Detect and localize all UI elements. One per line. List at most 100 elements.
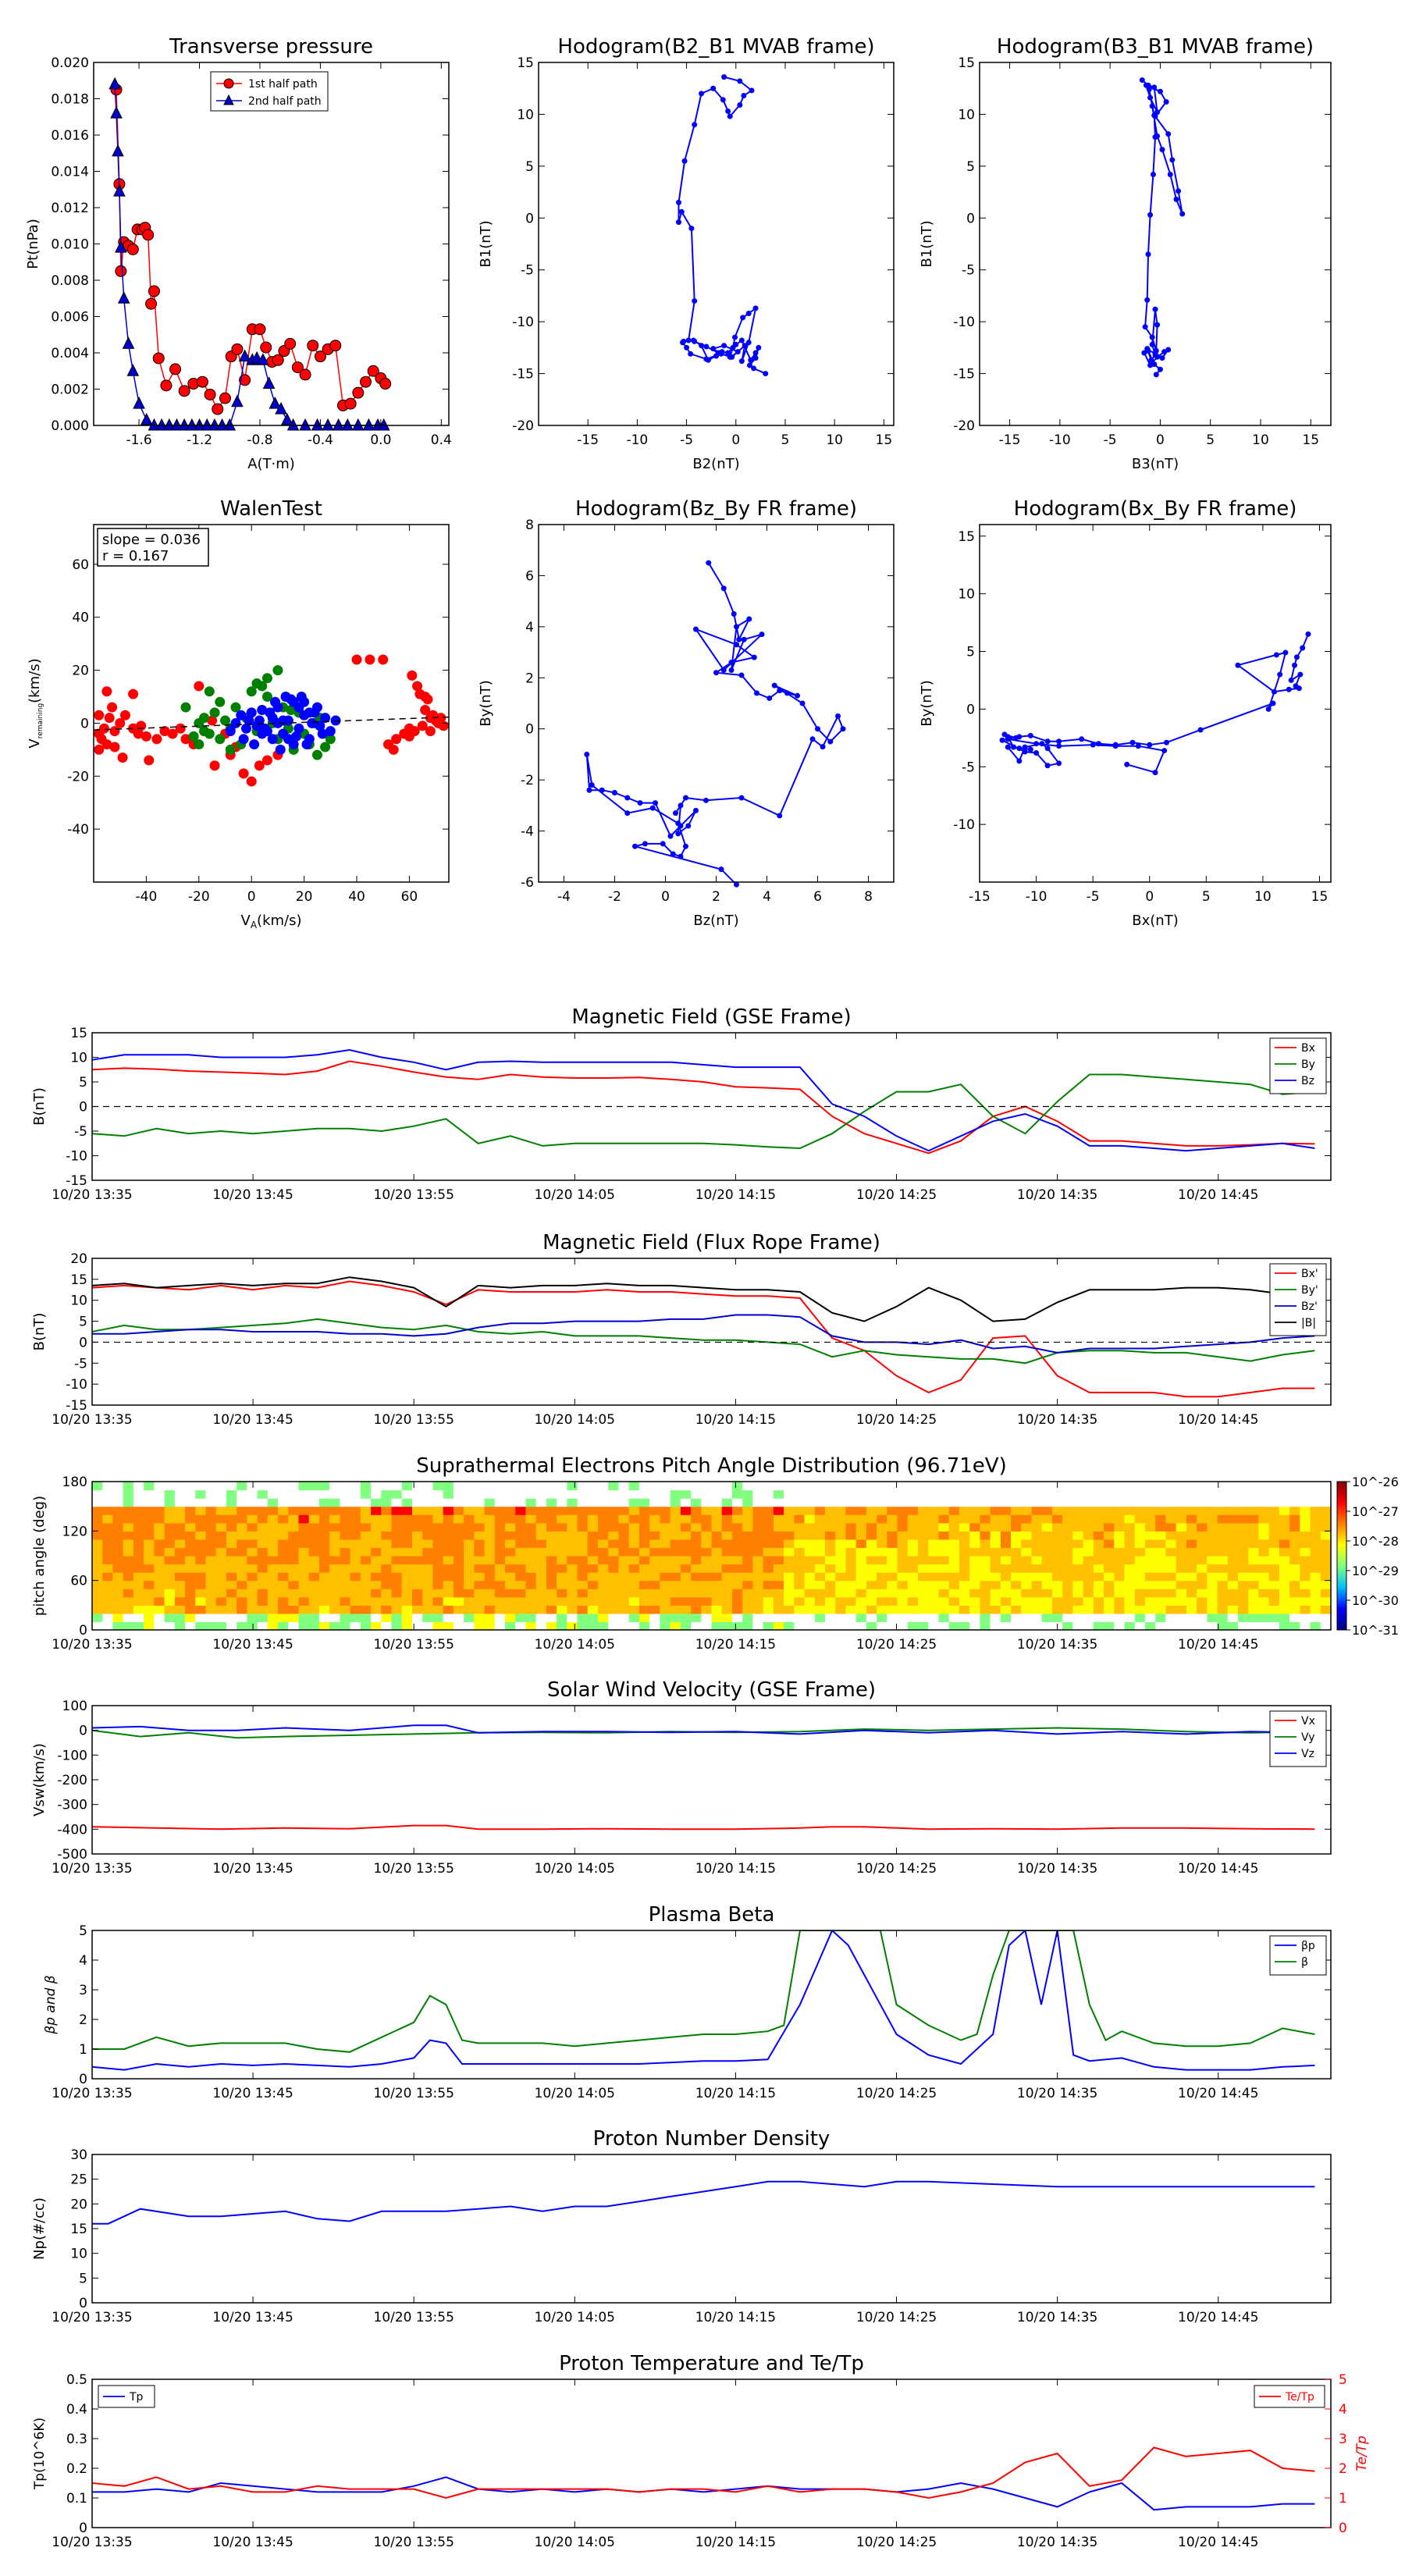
heatmap-cell (257, 1489, 269, 1499)
heatmap-cell (618, 1580, 630, 1589)
heatmap-cell (1300, 1522, 1311, 1532)
heatmap-cell (453, 1539, 464, 1549)
data-point (219, 392, 231, 404)
heatmap-cell (298, 1572, 310, 1582)
heatmap-cell (308, 1556, 320, 1565)
heatmap-cell (1062, 1514, 1073, 1524)
y-tick-label: 10 (70, 1293, 87, 1309)
heatmap-cell (474, 1572, 486, 1582)
data-point (254, 323, 266, 336)
heatmap-cell (577, 1489, 589, 1499)
heatmap-cell (1072, 1580, 1084, 1589)
heatmap-cell (484, 1596, 496, 1606)
heatmap-cell (1114, 1506, 1126, 1515)
heatmap-cell (422, 1531, 434, 1540)
heatmap-cell (1320, 1489, 1332, 1499)
heatmap-cell (628, 1564, 640, 1573)
heatmap-cell (422, 1613, 434, 1623)
heatmap-cell (318, 1547, 330, 1557)
heatmap-cell (773, 1613, 784, 1623)
data-point (160, 379, 173, 392)
heatmap-cell (1227, 1514, 1239, 1524)
data-point (379, 378, 392, 390)
heatmap-cell (670, 1556, 681, 1565)
heatmap-cell (721, 1531, 733, 1540)
heatmap-cell (535, 1547, 547, 1557)
heatmap-cell (907, 1572, 919, 1582)
data-point (301, 739, 312, 750)
heatmap-cell (535, 1539, 547, 1549)
heatmap-cell (123, 1522, 134, 1532)
heatmap-cell (494, 1621, 506, 1631)
data-point (680, 340, 686, 346)
heatmap-cell (618, 1564, 630, 1573)
data-point (1159, 355, 1165, 361)
heatmap-cell (102, 1596, 114, 1606)
heatmap-cell (577, 1531, 589, 1540)
heatmap-cell (721, 1498, 733, 1507)
heatmap-cell (1041, 1498, 1053, 1507)
series-line (92, 1318, 1315, 1364)
data-point (1163, 98, 1169, 105)
data-point (240, 723, 251, 734)
heatmap-cell (340, 1539, 351, 1549)
heatmap-cell (804, 1596, 816, 1606)
heatmap-cell (1124, 1564, 1136, 1573)
heatmap-cell (1124, 1514, 1136, 1524)
legend-label: Bx (1301, 1042, 1315, 1055)
heatmap-cell (1031, 1547, 1043, 1557)
y-axis-label: By(nT) (919, 680, 935, 726)
heatmap-cell (1051, 1514, 1063, 1524)
heatmap-cell (1083, 1564, 1094, 1573)
heatmap-cell (474, 1539, 486, 1549)
heatmap-cell (318, 1489, 330, 1499)
heatmap-cell (329, 1489, 340, 1499)
heatmap-cell (505, 1580, 516, 1589)
heatmap-cell (1031, 1531, 1043, 1540)
heatmap-cell (1227, 1572, 1239, 1582)
heatmap-cell (267, 1572, 279, 1582)
heatmap-cell (1011, 1489, 1022, 1499)
heatmap-cell (1093, 1482, 1104, 1491)
heatmap-cell (928, 1596, 940, 1606)
data-point (1056, 743, 1062, 749)
heatmap-cell (1093, 1514, 1104, 1524)
y-tick-label: 0.000 (51, 418, 89, 434)
heatmap-cell (1021, 1498, 1033, 1507)
heatmap-cell (411, 1596, 423, 1606)
heatmap-cell (587, 1506, 599, 1515)
heatmap-cell (660, 1621, 671, 1631)
heatmap-cell (1093, 1564, 1104, 1573)
heatmap-cell (340, 1605, 351, 1614)
heatmap-cell (638, 1605, 650, 1614)
data-point (257, 728, 268, 739)
y-tick-label: 0.006 (51, 310, 89, 326)
legend-label: Vx (1301, 1715, 1315, 1727)
heatmap-cell (1268, 1556, 1280, 1565)
heatmap-cell (174, 1482, 186, 1491)
heatmap-cell (535, 1621, 547, 1631)
heatmap-cell (638, 1514, 650, 1524)
heatmap-cell (133, 1580, 144, 1589)
heatmap-cell (144, 1531, 155, 1540)
heatmap-cell (164, 1539, 176, 1549)
series-group (92, 1930, 1315, 2071)
heatmap-cell (102, 1531, 114, 1540)
heatmap-cell (691, 1613, 702, 1623)
heatmap-cell (247, 1514, 258, 1524)
heatmap-cell (701, 1613, 713, 1623)
heatmap-cell (701, 1547, 713, 1557)
heatmap-cell (990, 1498, 1001, 1507)
heatmap-cell (525, 1572, 537, 1582)
data-point (330, 715, 341, 726)
heatmap-cell (824, 1613, 836, 1623)
data-point (751, 654, 757, 660)
heatmap-cell (618, 1498, 630, 1507)
heatmap-cell (371, 1605, 382, 1614)
heatmap-cell (1186, 1596, 1197, 1606)
heatmap-cell (123, 1556, 134, 1565)
heatmap-cell (959, 1596, 970, 1606)
data-point (351, 654, 362, 665)
heatmap-cell (638, 1531, 650, 1540)
heatmap-cell (1237, 1522, 1249, 1532)
